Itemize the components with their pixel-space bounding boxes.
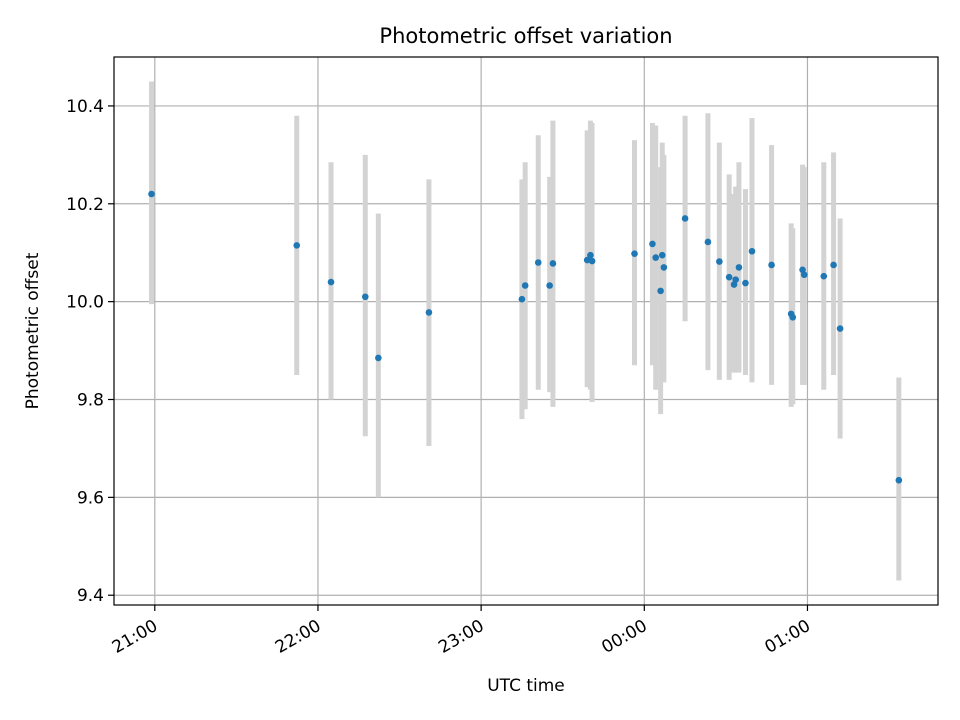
data-point	[748, 247, 756, 255]
data-point	[649, 240, 656, 248]
data-point	[895, 476, 903, 484]
data-point	[716, 258, 723, 265]
data-point	[425, 309, 433, 316]
data-point	[652, 254, 660, 261]
data-point	[546, 282, 553, 289]
y-tick-label: 9.4	[77, 586, 104, 606]
data-point	[631, 250, 638, 257]
y-tick-label: 9.8	[77, 391, 104, 411]
data-point	[588, 257, 596, 265]
data-point	[534, 259, 542, 266]
y-tick-label: 10.2	[66, 195, 104, 215]
data-point	[521, 282, 529, 289]
data-point	[742, 279, 749, 287]
data-point	[820, 272, 828, 280]
data-point	[725, 273, 733, 281]
data-points	[148, 190, 903, 484]
y-tick-label: 10.4	[66, 97, 104, 117]
x-axis-label: UTC time	[487, 676, 565, 696]
data-point	[658, 251, 666, 259]
data-point	[789, 314, 797, 321]
data-point	[583, 256, 591, 264]
data-point	[361, 293, 369, 301]
data-point	[660, 264, 668, 271]
data-point	[375, 354, 382, 362]
data-point	[735, 264, 743, 271]
y-tick-label: 9.6	[77, 488, 104, 508]
data-point	[587, 251, 594, 259]
data-point	[549, 260, 557, 267]
data-point	[732, 276, 739, 283]
plot-frame	[113, 56, 939, 606]
data-point	[657, 287, 664, 295]
y-tick-label: 10.0	[66, 293, 104, 313]
data-point	[148, 190, 155, 198]
y-axis-label: Photometric offset	[23, 252, 43, 409]
data-point	[836, 325, 844, 332]
data-point	[800, 271, 808, 279]
data-point	[681, 215, 689, 222]
data-point	[327, 278, 335, 286]
chart-title: Photometric offset variation	[379, 24, 672, 48]
data-point	[518, 295, 526, 303]
data-point	[768, 261, 775, 269]
data-point	[830, 261, 837, 269]
data-point	[704, 238, 712, 246]
data-point	[293, 242, 301, 249]
